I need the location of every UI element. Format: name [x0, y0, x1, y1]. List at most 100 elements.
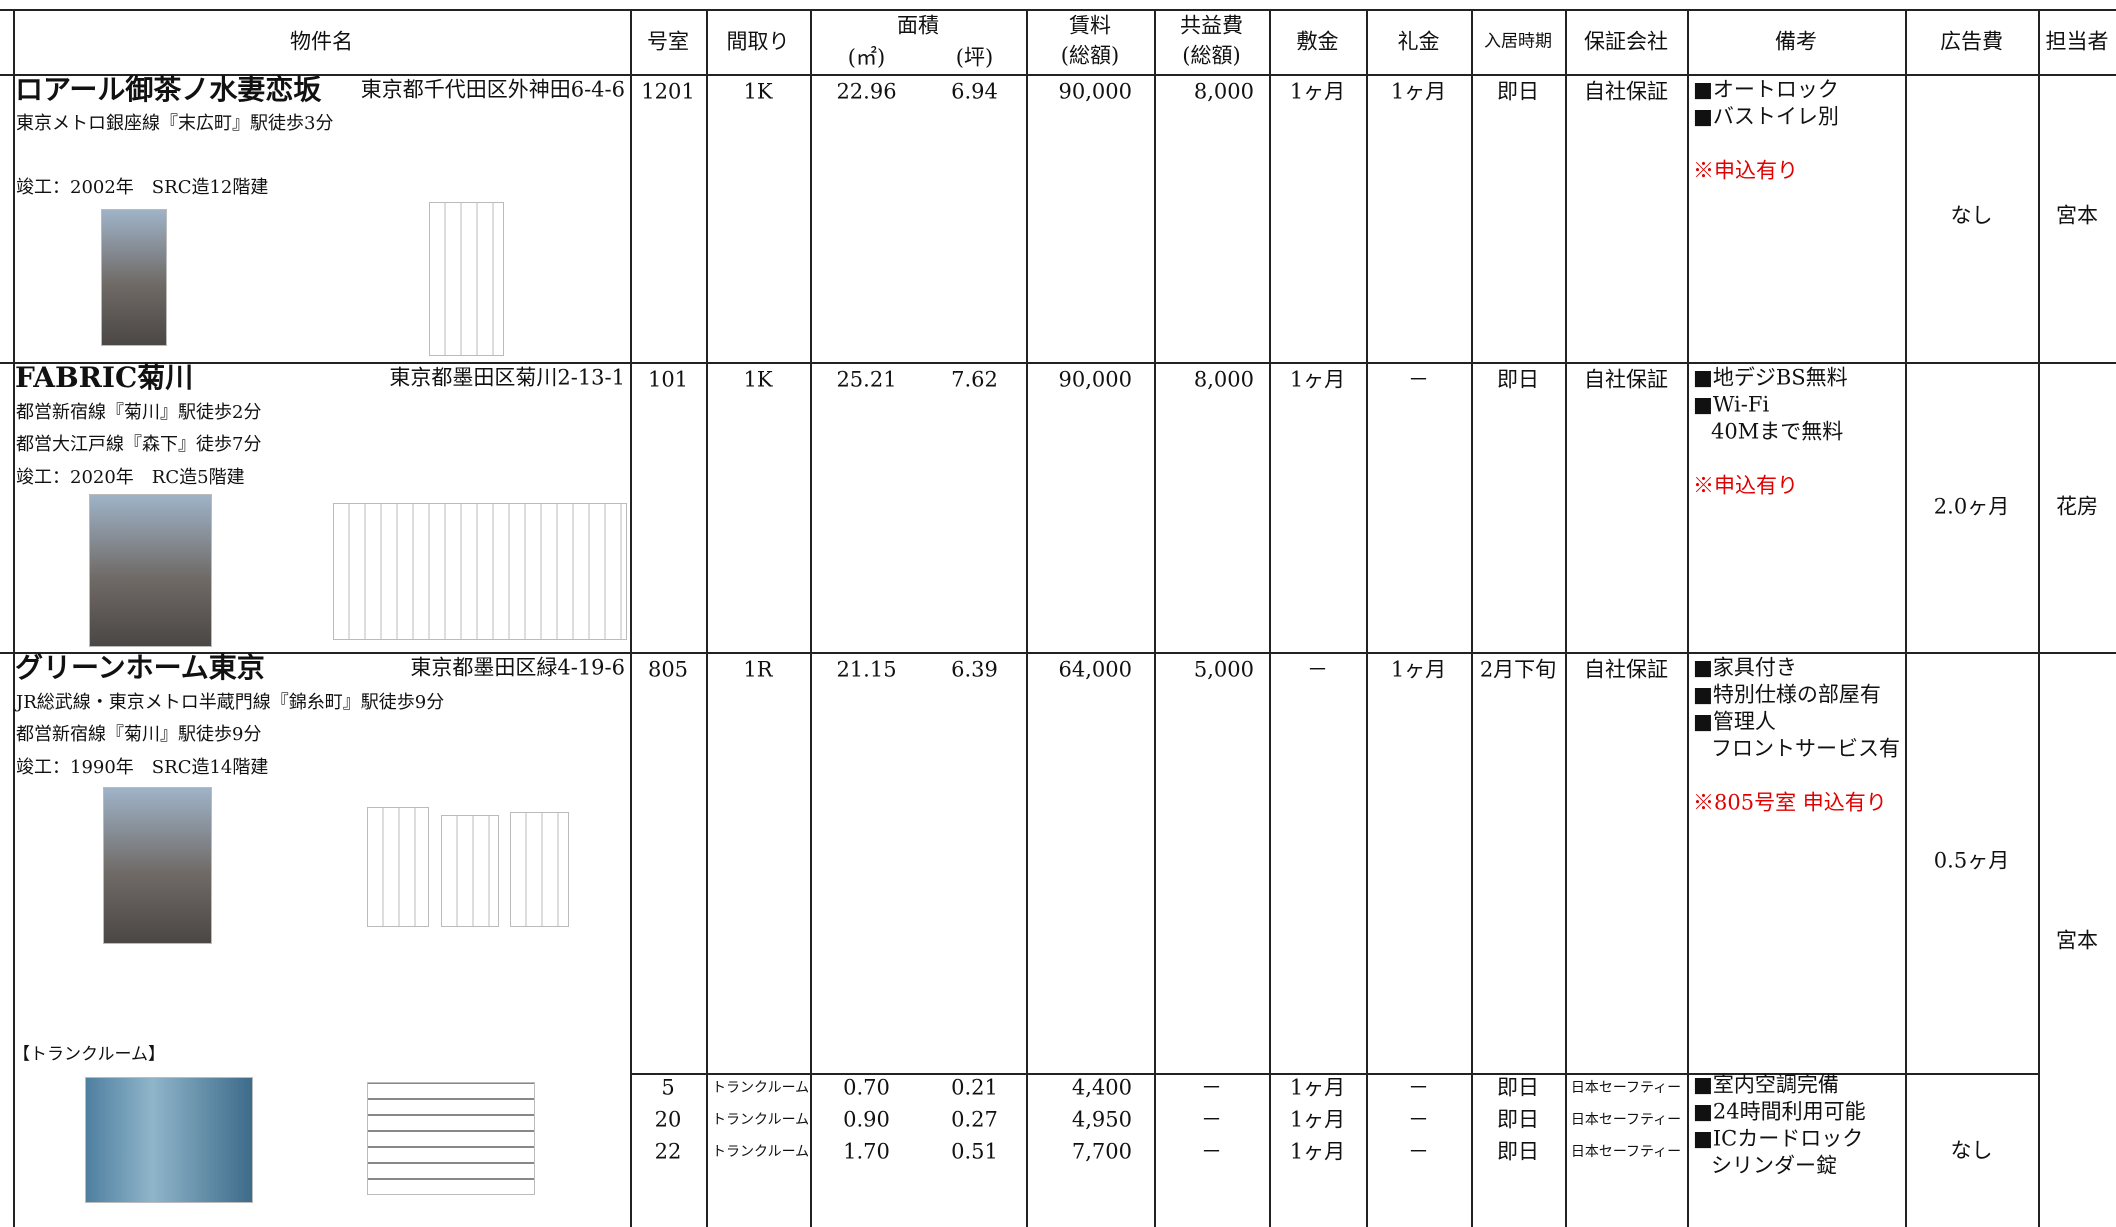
- column-subheader: (総額): [1182, 43, 1241, 68]
- deposit: －: [1307, 657, 1328, 682]
- rule: [1026, 9, 1028, 1227]
- key-money: 1ヶ月: [1390, 657, 1447, 682]
- note: ■室内空調完備: [1693, 1072, 1839, 1097]
- area-sqm: 22.96: [836, 79, 897, 104]
- staff: 宮本: [2056, 203, 2098, 228]
- rule: [1154, 9, 1156, 1227]
- rule: [706, 9, 708, 1227]
- access: 都営新宿線『菊川』駅徒歩2分: [16, 402, 262, 423]
- note: ■24時間利用可能: [1693, 1099, 1866, 1124]
- move-in: 即日: [1497, 1139, 1539, 1164]
- access: 都営新宿線『菊川』駅徒歩9分: [16, 724, 262, 745]
- note: ■地デジBS無料: [1693, 365, 1848, 390]
- deposit: 1ヶ月: [1289, 367, 1346, 392]
- note: ■家具付き: [1693, 655, 1797, 680]
- key-money: －: [1408, 1139, 1429, 1164]
- common-fee: －: [1201, 1075, 1222, 1100]
- rent: 4,950: [1071, 1107, 1132, 1132]
- room: 1201: [641, 79, 695, 104]
- building-photo: [103, 787, 212, 944]
- staff: 宮本: [2056, 928, 2098, 953]
- note: シリンダー錠: [1711, 1153, 1837, 1178]
- column-header: 敷金: [1296, 29, 1339, 54]
- layout: 1K: [743, 367, 773, 392]
- column-header: 号室: [647, 29, 689, 54]
- note: ■ICカードロック: [1693, 1126, 1864, 1151]
- layout: トランクルーム: [712, 1080, 810, 1096]
- guarantor: 自社保証: [1584, 79, 1668, 104]
- built-info: 竣工：2020年 RC造5階建: [16, 467, 245, 488]
- note: ■管理人: [1693, 709, 1776, 734]
- rent: 90,000: [1058, 79, 1132, 104]
- common-fee: 8,000: [1193, 79, 1254, 104]
- layout: 1R: [743, 657, 773, 682]
- column-subheader: (㎡): [847, 45, 886, 70]
- deposit: 1ヶ月: [1289, 1107, 1346, 1132]
- room: 101: [647, 367, 689, 392]
- note: ■バストイレ別: [1693, 104, 1839, 129]
- guarantor: 自社保証: [1584, 657, 1668, 682]
- guarantor: 日本セーフティー: [1570, 1080, 1682, 1096]
- key-money: －: [1408, 367, 1429, 392]
- rule: [0, 362, 2116, 364]
- layout: トランクルーム: [712, 1112, 810, 1128]
- rule: [1269, 9, 1271, 1227]
- column-header: 物件名: [290, 29, 353, 54]
- rule: [0, 652, 2116, 654]
- column-subheader: (総額): [1060, 43, 1120, 68]
- floor-plan: [510, 812, 569, 927]
- trunk-plan: [367, 1082, 535, 1195]
- key-money: 1ヶ月: [1390, 79, 1447, 104]
- rule: [1905, 9, 1907, 1227]
- note: 40Mまで無料: [1711, 419, 1844, 444]
- rent: 4,400: [1071, 1075, 1132, 1100]
- access: 東京メトロ銀座線『末広町』駅徒歩3分: [16, 113, 334, 134]
- move-in: 即日: [1497, 79, 1539, 104]
- rule: [0, 9, 2116, 11]
- rule: [0, 74, 2116, 76]
- floor-plan: [367, 807, 429, 927]
- rule: [630, 9, 632, 1227]
- floor-plan: [429, 202, 504, 356]
- rent: 64,000: [1058, 657, 1132, 682]
- rule: [630, 1073, 2038, 1075]
- floor-plan: [441, 815, 499, 927]
- area-sqm: 0.90: [843, 1107, 890, 1132]
- rule: [13, 9, 15, 1227]
- column-header: 面積: [897, 13, 939, 38]
- column-header: 礼金: [1397, 29, 1440, 54]
- area-sqm: 1.70: [843, 1139, 890, 1164]
- column-header: 保証会社: [1584, 29, 1668, 54]
- column-header: 賃料: [1069, 13, 1111, 38]
- built-info: 竣工：1990年 SRC造14階建: [16, 757, 269, 778]
- note: ■特別仕様の部屋有: [1693, 682, 1881, 707]
- property-name: FABRIC菊川: [15, 361, 194, 394]
- column-header: 入居時期: [1484, 31, 1552, 52]
- common-fee: －: [1201, 1139, 1222, 1164]
- ad-fee: 2.0ヶ月: [1933, 494, 2010, 519]
- area-sqm: 0.70: [843, 1075, 890, 1100]
- common-fee: 5,000: [1193, 657, 1254, 682]
- column-header: 間取り: [726, 29, 790, 54]
- move-in: 即日: [1497, 1107, 1539, 1132]
- room: 20: [654, 1107, 682, 1132]
- column-subheader: (坪): [955, 45, 994, 70]
- guarantor: 日本セーフティー: [1570, 1112, 1682, 1128]
- staff: 花房: [2056, 494, 2098, 519]
- deposit: 1ヶ月: [1289, 1075, 1346, 1100]
- key-money: －: [1408, 1107, 1429, 1132]
- rule: [1565, 9, 1567, 1227]
- layout: 1K: [743, 79, 773, 104]
- rule: [810, 9, 812, 1227]
- common-fee: 8,000: [1193, 367, 1254, 392]
- address: 東京都墨田区緑4-19-6: [410, 655, 625, 680]
- area-sqm: 25.21: [836, 367, 897, 392]
- room: 5: [661, 1075, 675, 1100]
- rent: 90,000: [1058, 367, 1132, 392]
- column-header: 広告費: [1940, 29, 2003, 54]
- remark: ※申込有り: [1693, 158, 1798, 183]
- column-header: 共益費: [1180, 13, 1243, 38]
- note: ■オートロック: [1693, 77, 1839, 102]
- floor-plan: [333, 503, 627, 640]
